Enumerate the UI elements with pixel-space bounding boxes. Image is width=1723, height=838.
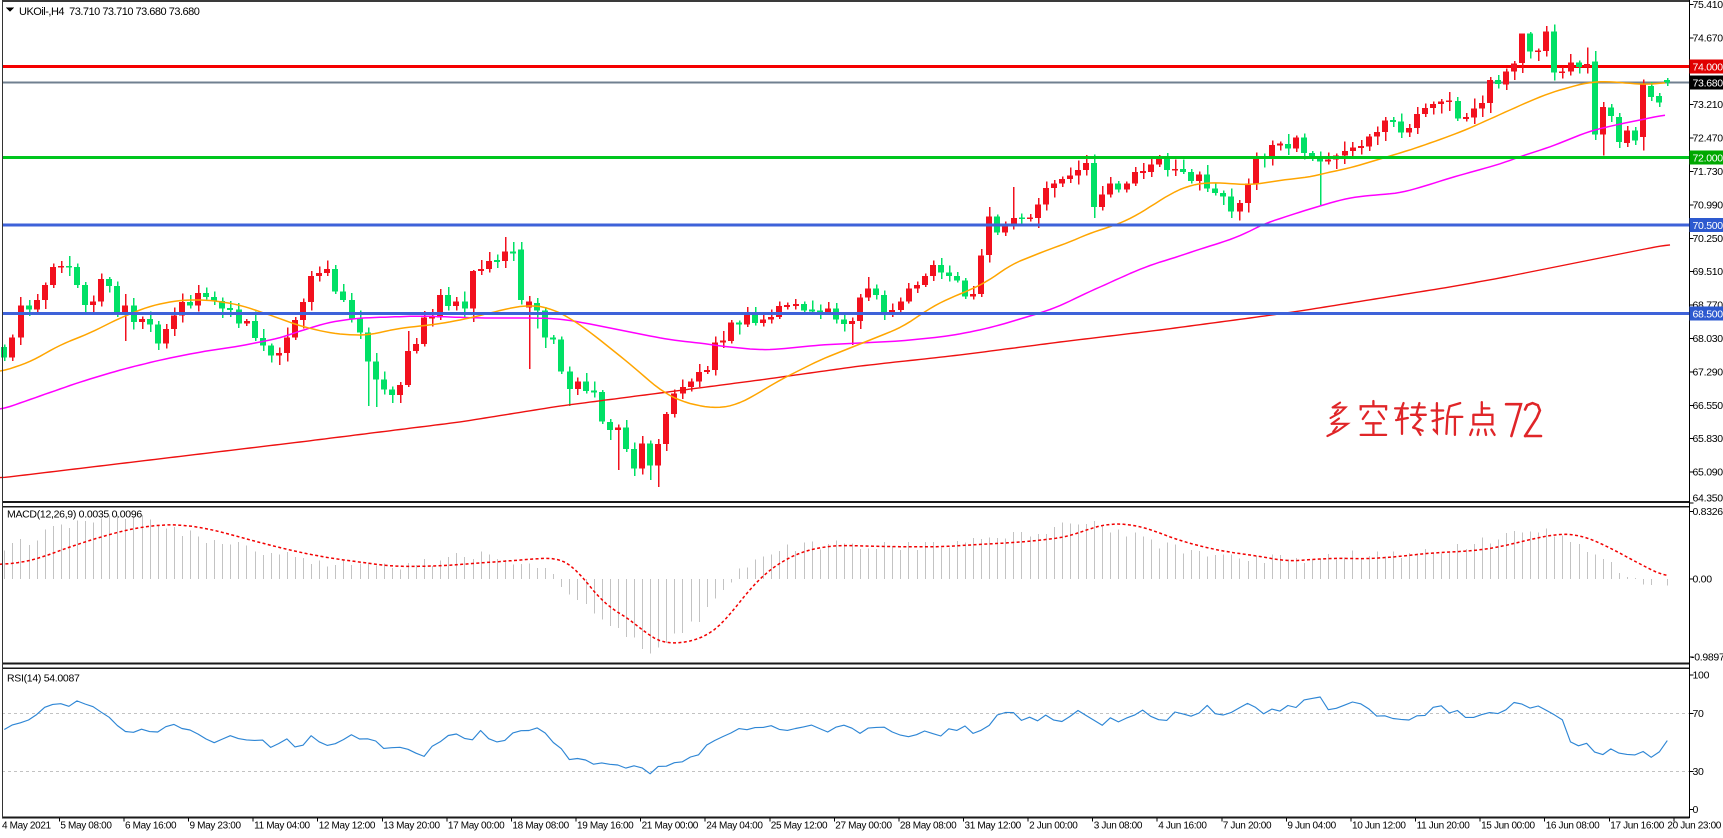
svg-text:66.550: 66.550 xyxy=(1693,400,1723,412)
svg-text:71.730: 71.730 xyxy=(1693,166,1723,178)
svg-text:28 May 08:00: 28 May 08:00 xyxy=(900,821,957,832)
svg-text:65.090: 65.090 xyxy=(1693,467,1723,479)
svg-text:64.350: 64.350 xyxy=(1693,493,1723,505)
svg-text:73.210: 73.210 xyxy=(1693,99,1723,111)
svg-text:0.00: 0.00 xyxy=(1693,574,1713,586)
svg-text:11 Jun 20:00: 11 Jun 20:00 xyxy=(1417,821,1471,832)
svg-text:16 Jun 08:00: 16 Jun 08:00 xyxy=(1546,821,1600,832)
svg-text:70.250: 70.250 xyxy=(1693,233,1723,245)
svg-text:73.680: 73.680 xyxy=(1693,77,1723,89)
svg-text:100: 100 xyxy=(1693,670,1710,682)
svg-text:10 Jun 12:00: 10 Jun 12:00 xyxy=(1352,821,1406,832)
svg-text:RSI(14) 54.0087: RSI(14) 54.0087 xyxy=(7,673,80,685)
svg-text:70.500: 70.500 xyxy=(1693,220,1723,232)
svg-text:31 May 12:00: 31 May 12:00 xyxy=(965,821,1022,832)
svg-text:27 May 00:00: 27 May 00:00 xyxy=(835,821,892,832)
svg-text:72.000: 72.000 xyxy=(1693,152,1723,164)
svg-text:MACD(12,26,9) 0.0035 0.0096: MACD(12,26,9) 0.0035 0.0096 xyxy=(7,509,142,521)
svg-text:UKOil-,H4 73.710 73.710 73.68: UKOil-,H4 73.710 73.710 73.680 73.680 xyxy=(19,6,200,18)
svg-text:25 May 12:00: 25 May 12:00 xyxy=(771,821,828,832)
svg-text:2 Jun 00:00: 2 Jun 00:00 xyxy=(1029,821,1078,832)
svg-text:15 Jun 00:00: 15 Jun 00:00 xyxy=(1481,821,1535,832)
svg-text:17 Jun 16:00: 17 Jun 16:00 xyxy=(1610,821,1664,832)
svg-text:13 May 20:00: 13 May 20:00 xyxy=(383,821,440,832)
svg-text:6 May 16:00: 6 May 16:00 xyxy=(125,821,177,832)
svg-text:0.8326: 0.8326 xyxy=(1693,506,1723,518)
svg-text:19 May 16:00: 19 May 16:00 xyxy=(577,821,634,832)
svg-text:68.500: 68.500 xyxy=(1693,308,1723,320)
svg-text:72.470: 72.470 xyxy=(1693,133,1723,145)
svg-text:68.030: 68.030 xyxy=(1693,333,1723,345)
svg-text:-0.9897: -0.9897 xyxy=(1691,652,1723,664)
svg-text:4 Jun 16:00: 4 Jun 16:00 xyxy=(1158,821,1207,832)
svg-text:30: 30 xyxy=(1693,766,1705,778)
svg-text:75.410: 75.410 xyxy=(1693,0,1723,11)
svg-text:9 Jun 04:00: 9 Jun 04:00 xyxy=(1287,821,1336,832)
svg-text:4 May 2021: 4 May 2021 xyxy=(2,821,52,832)
svg-text:67.290: 67.290 xyxy=(1693,366,1723,378)
svg-text:69.510: 69.510 xyxy=(1693,266,1723,278)
svg-text:18 May 08:00: 18 May 08:00 xyxy=(512,821,569,832)
svg-text:70.990: 70.990 xyxy=(1693,199,1723,211)
svg-text:20 Jun 23:00: 20 Jun 23:00 xyxy=(1667,821,1721,832)
svg-text:70: 70 xyxy=(1693,708,1705,720)
svg-text:12 May 12:00: 12 May 12:00 xyxy=(319,821,376,832)
svg-text:24 May 04:00: 24 May 04:00 xyxy=(706,821,763,832)
svg-text:74.000: 74.000 xyxy=(1693,61,1723,73)
svg-text:17 May 00:00: 17 May 00:00 xyxy=(448,821,505,832)
svg-text:11 May 04:00: 11 May 04:00 xyxy=(254,821,310,832)
svg-text:21 May 00:00: 21 May 00:00 xyxy=(642,821,699,832)
svg-text:9 May 23:00: 9 May 23:00 xyxy=(190,821,242,832)
svg-text:7 Jun 20:00: 7 Jun 20:00 xyxy=(1223,821,1272,832)
svg-text:65.830: 65.830 xyxy=(1693,433,1723,445)
svg-text:3 Jun 08:00: 3 Jun 08:00 xyxy=(1094,821,1143,832)
svg-text:0: 0 xyxy=(1693,804,1699,816)
svg-text:5 May 08:00: 5 May 08:00 xyxy=(60,821,112,832)
svg-text:74.670: 74.670 xyxy=(1693,32,1723,44)
